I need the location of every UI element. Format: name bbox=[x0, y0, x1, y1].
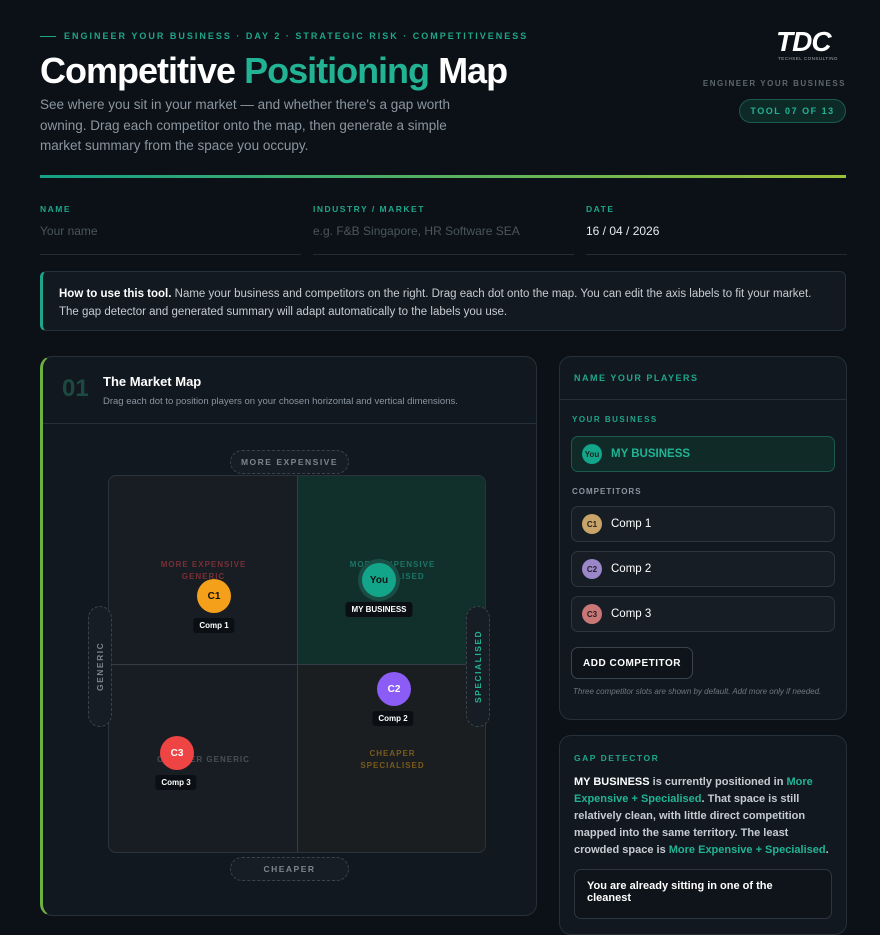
map-dot[interactable]: You bbox=[362, 563, 396, 597]
player-name: Comp 1 bbox=[611, 518, 652, 530]
field: DATE 16 / 04 / 2026 bbox=[586, 204, 847, 255]
section-subtitle: Drag each dot to position players on you… bbox=[103, 396, 458, 407]
axis-line bbox=[109, 664, 485, 665]
player-row[interactable]: C1 Comp 1 bbox=[571, 506, 835, 542]
title-part: Positioning bbox=[244, 50, 430, 91]
player-row[interactable]: C3 Comp 3 bbox=[571, 596, 835, 632]
section-label: COMPETITORS bbox=[572, 487, 642, 496]
tool-badge: TOOL 07 OF 13 bbox=[739, 99, 846, 123]
kicker: ENGINEER YOUR BUSINESS · DAY 2 · STRATEG… bbox=[40, 31, 528, 41]
player-badge: C1 bbox=[582, 514, 602, 534]
axis-label[interactable]: SPECIALISED bbox=[466, 606, 490, 727]
map-dot[interactable]: C2 bbox=[377, 672, 411, 706]
map-dot[interactable]: C3 bbox=[160, 736, 194, 770]
player-badge: C2 bbox=[582, 559, 602, 579]
text-input[interactable]: Your name bbox=[40, 224, 301, 255]
gap-box: You are already sitting in one of the cl… bbox=[574, 869, 832, 919]
divider bbox=[43, 423, 536, 424]
text: More Expensive + Specialised bbox=[668, 844, 826, 856]
player-name: MY BUSINESS bbox=[611, 448, 691, 460]
gap-text: MY BUSINESS is currently positioned in M… bbox=[574, 774, 834, 859]
howto-bold: How to use this tool. bbox=[59, 288, 172, 300]
date-input[interactable]: 16 / 04 / 2026 bbox=[586, 224, 847, 255]
logo: TDC bbox=[776, 26, 832, 57]
description: See where you sit in your market — and w… bbox=[40, 97, 451, 153]
map-dot[interactable]: C1 bbox=[197, 579, 231, 613]
title-part: Competitive bbox=[40, 50, 236, 91]
player-row[interactable]: You MY BUSINESS bbox=[571, 436, 835, 472]
axis-label[interactable]: CHEAPER bbox=[230, 857, 349, 881]
section-title: The Market Map bbox=[103, 374, 202, 389]
howto: How to use this tool. Name your business… bbox=[40, 271, 846, 331]
page: ENGINEER YOUR BUSINESS · DAY 2 · STRATEG… bbox=[0, 0, 880, 899]
howto-text: Name your business and competitors on th… bbox=[59, 288, 812, 318]
field-label: INDUSTRY / MARKET bbox=[313, 204, 425, 214]
field-label: DATE bbox=[586, 204, 615, 214]
dot-label: Comp 2 bbox=[372, 711, 414, 726]
section-number: 01 bbox=[62, 375, 89, 402]
tagline: ENGINEER YOUR BUSINESS bbox=[702, 79, 846, 88]
title-part: Map bbox=[438, 50, 508, 91]
player-row[interactable]: C2 Comp 2 bbox=[571, 551, 835, 587]
dot-label: Comp 1 bbox=[193, 618, 235, 633]
player-name: Comp 3 bbox=[611, 608, 652, 620]
text: More Expensive + Specialised bbox=[574, 776, 813, 805]
map-card: 01 The Market Map Drag each dot to posit… bbox=[40, 356, 537, 916]
dot-label: Comp 3 bbox=[155, 775, 197, 790]
quadrant: CHEAPER GENERIC bbox=[157, 754, 250, 764]
section-label: YOUR BUSINESS bbox=[572, 415, 658, 424]
dot-label: MY BUSINESS bbox=[345, 602, 413, 617]
field-label: NAME bbox=[40, 204, 72, 214]
card-title: GAP DETECTOR bbox=[574, 753, 660, 763]
field: NAME Your name bbox=[40, 204, 301, 255]
logo-subtitle: TECHSEL CONSULTING bbox=[778, 56, 839, 61]
text: MY BUSINESS bbox=[574, 776, 650, 788]
text: is currently positioned in bbox=[649, 776, 787, 788]
axis-label[interactable]: GENERIC bbox=[88, 606, 112, 727]
axis-label[interactable]: MORE EXPENSIVE bbox=[230, 450, 349, 474]
card-title: NAME YOUR PLAYERS bbox=[574, 373, 699, 383]
text-input[interactable]: e.g. F&B Singapore, HR Software SEA bbox=[313, 224, 574, 255]
player-badge: C3 bbox=[582, 604, 602, 624]
text: . bbox=[825, 844, 829, 856]
map-grid: MORE EXPENSIVE GENERIC MORE EXPENSIVE SP… bbox=[108, 475, 486, 853]
text: . That space is still relatively clean, … bbox=[574, 793, 806, 856]
divider bbox=[560, 399, 846, 400]
gap-card: GAP DETECTOR MY BUSINESS is currently po… bbox=[559, 735, 847, 935]
quadrant: MORE EXPENSIVE GENERIC bbox=[160, 559, 247, 581]
divider bbox=[40, 175, 846, 178]
player-name: Comp 2 bbox=[611, 563, 652, 575]
note: Three competitor slots are shown by defa… bbox=[573, 687, 822, 696]
players-card: NAME YOUR PLAYERS YOUR BUSINESS You MY BU… bbox=[559, 356, 847, 720]
field: INDUSTRY / MARKET e.g. F&B Singapore, HR … bbox=[313, 204, 574, 255]
add-button[interactable]: ADD COMPETITOR bbox=[571, 647, 693, 679]
page-title: Competitive Positioning Map bbox=[40, 50, 508, 92]
player-badge: You bbox=[582, 444, 602, 464]
